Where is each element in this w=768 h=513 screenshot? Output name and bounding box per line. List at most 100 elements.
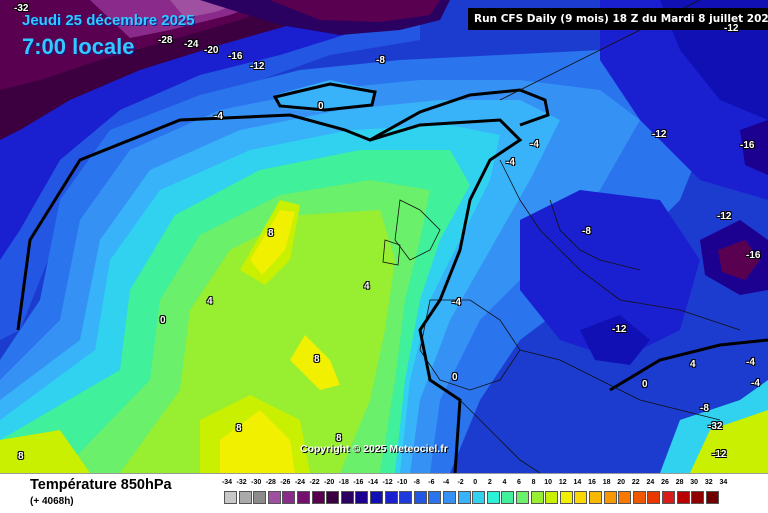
scale-swatch [574, 491, 588, 504]
scale-value: 22 [631, 479, 640, 486]
scale-swatch [399, 491, 413, 504]
contour-label: -20 [204, 45, 219, 56]
color-scale-labels: -34 -32 -30 -28 -26 -24 -22 -20 -18 -16 -14 -12 -10-… [220, 479, 750, 489]
contour-label: -4 [214, 111, 223, 122]
temperature-map: Run CFS Daily (9 mois) 18 Z du Mardi 8 j… [0, 0, 768, 473]
scale-swatch [603, 491, 617, 504]
contour-label: -8 [582, 226, 591, 237]
legend-bar: Température 850hPa (+ 4068h) -34 -32 -30 -2… [0, 473, 768, 513]
scale-swatch [443, 491, 456, 504]
contour-label: -12 [724, 23, 739, 34]
contour-label: -28 [158, 35, 173, 46]
contour-label: 8 [336, 433, 342, 444]
scale-swatch [472, 491, 486, 504]
scale-value: 14 [573, 479, 582, 486]
scale-value: -24 [294, 479, 306, 486]
scale-value: 24 [646, 479, 655, 486]
contour-label: 4 [690, 359, 696, 370]
scale-value: -6 [428, 479, 435, 486]
contour-label: 0 [452, 372, 458, 383]
scale-value: -16 [353, 479, 364, 486]
scale-swatch [253, 491, 267, 504]
scale-value: 26 [661, 479, 669, 486]
scale-value: 10 [544, 479, 553, 486]
forecast-hours: (+ 4068h) [30, 496, 74, 507]
scale-swatch [486, 491, 500, 504]
forecast-time: 7:00 locale [22, 34, 135, 59]
contour-label: 4 [364, 281, 370, 292]
scale-swatch [545, 491, 559, 504]
scale-value: 20 [617, 479, 626, 486]
scale-swatch [501, 491, 515, 504]
scale-value: -10 [397, 479, 408, 486]
scale-value: 4 [502, 479, 507, 486]
contour-label: 0 [642, 379, 648, 390]
scale-value: -28 [265, 479, 276, 486]
scale-value: 32 [704, 479, 713, 486]
scale-value: -14 [367, 479, 379, 486]
scale-value: 2 [487, 479, 492, 486]
scale-value: -30 [251, 479, 262, 486]
contour-label: 4 [207, 296, 213, 307]
scale-swatch [384, 491, 398, 504]
contour-label: -12 [652, 129, 667, 140]
scale-value: 34 [719, 479, 728, 486]
scale-swatch [355, 491, 369, 504]
contour-label: -32 [14, 3, 29, 14]
contour-label: -12 [250, 61, 265, 72]
scale-swatch [676, 491, 690, 504]
contour-label: -24 [184, 39, 199, 50]
contour-label: -16 [746, 250, 761, 261]
scale-value: -22 [309, 479, 320, 486]
contour-label: -4 [751, 378, 760, 389]
scale-swatch [618, 491, 632, 504]
scale-value: -26 [280, 479, 291, 486]
scale-value: 16 [588, 479, 596, 486]
scale-value: 18 [602, 479, 611, 486]
scale-swatch [370, 491, 383, 504]
scale-swatch [516, 491, 529, 504]
scale-swatch [428, 491, 442, 504]
forecast-date: Jeudi 25 décembre 2025 [22, 12, 195, 29]
contour-label: -8 [376, 55, 385, 66]
scale-swatch [559, 491, 573, 504]
scale-swatch [282, 491, 296, 504]
scale-swatch [267, 491, 281, 504]
scale-swatch [326, 491, 340, 504]
contour-label: -8 [700, 403, 709, 414]
scale-value: -32 [236, 479, 247, 486]
temperature-field [0, 0, 768, 473]
scale-swatch [632, 491, 646, 504]
scale-value: 12 [558, 479, 567, 486]
contour-label: -16 [228, 51, 243, 62]
contour-label: -4 [452, 297, 461, 308]
scale-value: 6 [517, 479, 521, 486]
contour-label: -4 [530, 139, 539, 150]
scale-value: -12 [382, 479, 393, 486]
contour-label: 8 [18, 451, 24, 462]
contour-label: -12 [612, 324, 627, 335]
scale-swatch [691, 491, 705, 504]
contour-label: -16 [740, 140, 755, 151]
contour-label: 0 [160, 315, 166, 326]
scale-value: 28 [675, 479, 684, 486]
copyright-notice: Copyright © 2025 Meteociel.fr [300, 443, 448, 455]
run-info-banner: Run CFS Daily (9 mois) 18 Z du Mardi 8 j… [468, 8, 768, 30]
scale-value: -2 [457, 479, 464, 486]
scale-swatch [413, 491, 427, 504]
scale-swatch [647, 491, 661, 504]
scale-value: 0 [473, 479, 478, 486]
scale-value: 8 [531, 479, 536, 486]
contour-label: -4 [746, 357, 755, 368]
scale-swatch [224, 491, 237, 504]
scale-swatch [457, 491, 471, 504]
scale-swatch [705, 491, 719, 504]
scale-swatch [589, 491, 602, 504]
scale-swatch [340, 491, 354, 504]
contour-label: -12 [712, 449, 727, 460]
contour-label: -32 [708, 421, 723, 432]
scale-value: -20 [324, 479, 335, 486]
scale-swatch [238, 491, 252, 504]
scale-value: -4 [442, 479, 450, 486]
scale-value: -34 [221, 479, 233, 486]
